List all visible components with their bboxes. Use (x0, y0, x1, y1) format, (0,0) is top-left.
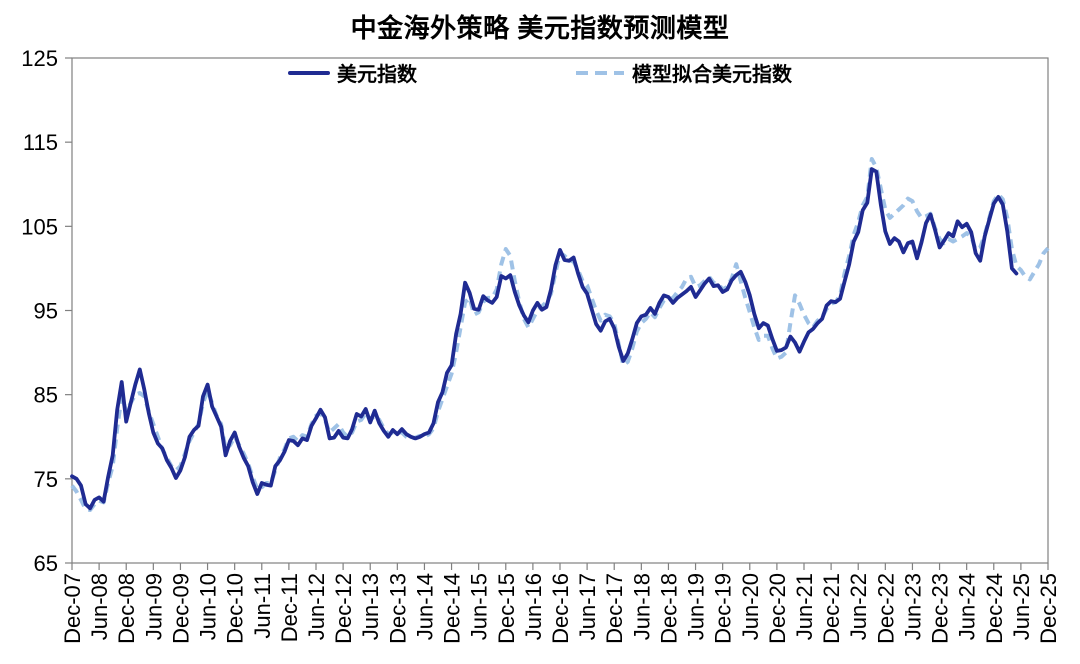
y-tick-label: 85 (34, 383, 58, 408)
x-tick-label: Dec-10 (223, 573, 248, 644)
x-tick-label: Jun-10 (196, 573, 221, 640)
x-tick-label: Dec-21 (819, 573, 844, 644)
legend-label-actual: 美元指数 (337, 64, 417, 86)
y-tick-label: 115 (23, 130, 58, 155)
x-tick-label: Dec-09 (168, 573, 193, 644)
legend-solid-line-swatch (288, 70, 330, 75)
x-tick-label: Jun-23 (900, 573, 925, 640)
x-tick-label: Dec-07 (60, 573, 85, 644)
x-tick-label: Dec-15 (494, 573, 519, 644)
x-tick-label: Jun-20 (738, 573, 763, 640)
chart-legend: 美元指数 模型拟合美元指数 (0, 58, 1080, 87)
x-tick-label: Jun-22 (846, 573, 871, 640)
x-tick-label: Jun-08 (87, 573, 112, 640)
x-tick-label: Dec-24 (982, 573, 1007, 644)
x-tick-label: Dec-20 (765, 573, 790, 644)
y-tick-label: 105 (21, 214, 58, 239)
x-tick-label: Jun-11 (250, 573, 275, 639)
x-tick-label: Jun-21 (792, 573, 817, 640)
x-tick-label: Jun-18 (629, 573, 654, 640)
x-tick-label: Dec-19 (711, 573, 736, 644)
legend-dashed-line-swatch (576, 70, 624, 75)
x-tick-label: Jun-15 (467, 573, 492, 640)
y-tick-label: 75 (34, 467, 58, 492)
x-tick-label: Dec-18 (656, 573, 681, 644)
x-tick-label: Dec-22 (873, 573, 898, 644)
y-tick-label: 95 (34, 299, 58, 324)
y-tick-label: 125 (21, 46, 58, 71)
x-tick-label: Jun-09 (141, 573, 166, 640)
x-tick-label: Dec-14 (440, 573, 465, 644)
chart-title: 中金海外策略 美元指数预测模型 (350, 13, 730, 43)
x-tick-label: Jun-12 (304, 573, 329, 640)
plot-border (71, 57, 1049, 564)
legend-item-actual: 美元指数 (288, 58, 417, 87)
x-tick-label: Jun-14 (412, 573, 437, 640)
x-tick-label: Dec-08 (114, 573, 139, 644)
x-tick-label: Jun-19 (684, 573, 709, 640)
legend-item-model: 模型拟合美元指数 (575, 58, 792, 87)
y-tick-label: 65 (34, 551, 58, 576)
x-tick-label: Dec-23 (928, 573, 953, 644)
x-tick-label: Dec-17 (602, 573, 627, 644)
x-tick-label: Jun-13 (358, 573, 383, 640)
x-tick-label: Dec-11 (277, 573, 302, 642)
x-tick-label: Jun-16 (521, 573, 546, 640)
legend-label-model: 模型拟合美元指数 (632, 64, 792, 86)
x-tick-label: Jun-24 (955, 573, 980, 640)
y-axis: 65 75 85 95 105 115 125 (21, 46, 72, 576)
x-tick-label: Dec-12 (331, 573, 356, 644)
x-axis: Dec-07 Jun-08 Dec-08 Jun-09 Dec-09 Jun-10 Dec-… (60, 563, 1061, 644)
series-model-fitted-line (70, 157, 1050, 512)
x-tick-label: Jun-17 (575, 573, 600, 640)
x-tick-label: Dec-25 (1036, 573, 1061, 644)
x-tick-label: Jun-25 (1009, 573, 1034, 640)
x-tick-label: Dec-13 (385, 573, 410, 644)
series-actual-line (70, 167, 1019, 511)
x-tick-label: Dec-16 (548, 573, 573, 644)
